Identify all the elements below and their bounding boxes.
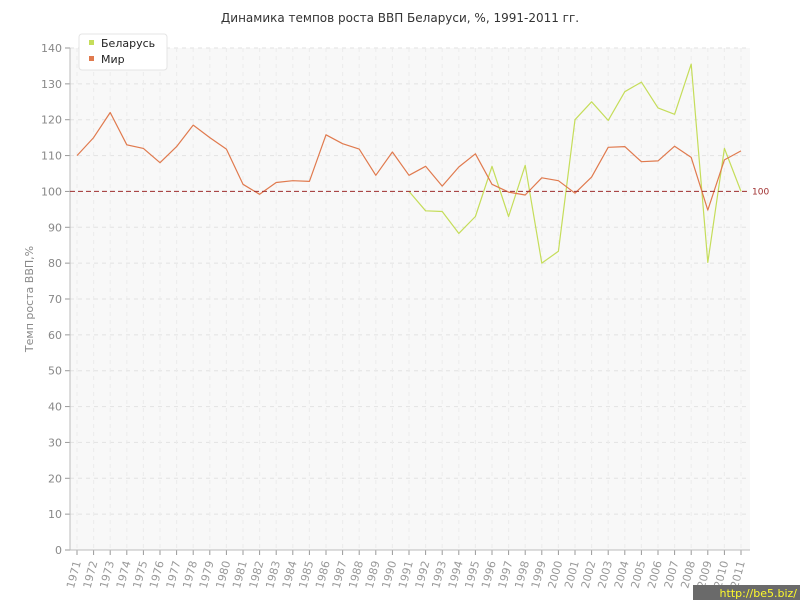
x-axis: 1971197219731974197519761977197819791980… — [64, 549, 750, 590]
chart-title: Динамика темпов роста ВВП Беларуси, %, 1… — [221, 11, 579, 25]
legend-label-belarus: Беларусь — [101, 37, 155, 50]
watermark: http://be5.biz/ — [693, 585, 800, 600]
y-tick-label: 120 — [41, 114, 62, 127]
watermark-text: http://be5.biz/ — [720, 587, 798, 600]
y-tick-label: 110 — [41, 150, 62, 163]
y-tick-label: 50 — [48, 365, 62, 378]
y-tick-label: 10 — [48, 508, 62, 521]
y-tick-label: 130 — [41, 78, 62, 91]
legend-swatch-world — [89, 56, 94, 61]
y-axis-label: Темп роста ВВП,% — [23, 246, 36, 353]
series-layer — [76, 63, 742, 264]
y-tick-label: 100 — [41, 185, 62, 198]
y-tick-label: 80 — [48, 257, 62, 270]
y-tick-label: 60 — [48, 329, 62, 342]
y-tick-label: 0 — [55, 544, 62, 557]
watermark-background — [693, 585, 800, 600]
reference-line: 100 — [70, 187, 769, 197]
y-tick-label: 20 — [48, 472, 62, 485]
legend: Беларусь Мир — [78, 33, 168, 71]
y-axis: 0 10 20 30 40 50 60 70 80 90 100 110 120 130 140 — [41, 42, 71, 557]
legend-box — [78, 33, 168, 71]
reference-line-label: 100 — [752, 187, 769, 197]
y-tick-label: 30 — [48, 436, 62, 449]
y-tick-label: 70 — [48, 293, 62, 306]
y-tick-label: 90 — [48, 221, 62, 234]
legend-swatch-belarus — [89, 40, 94, 45]
series-line-0 — [408, 63, 742, 264]
grid-lines — [70, 47, 750, 550]
y-tick-label: 140 — [41, 42, 62, 55]
series-line-1 — [76, 111, 742, 211]
legend-label-world: Мир — [101, 53, 125, 66]
y-tick-label: 40 — [48, 401, 62, 414]
